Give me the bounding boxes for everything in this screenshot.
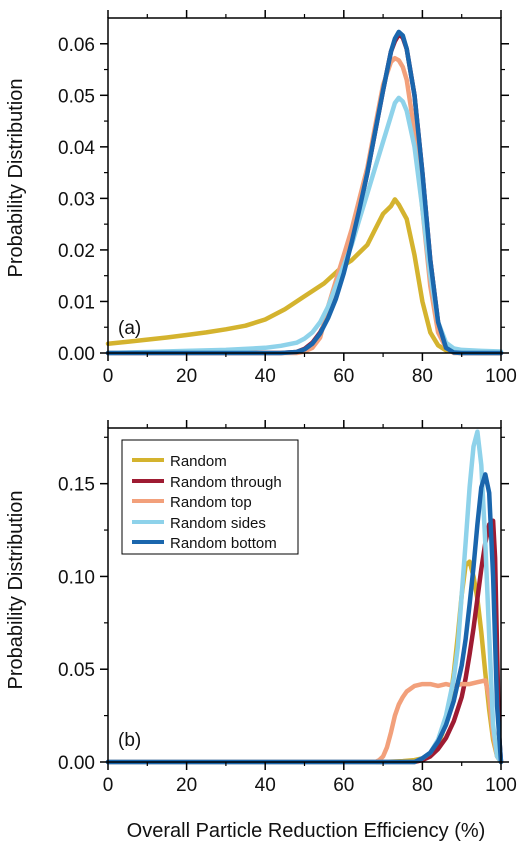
y-tick-label: 0.04 xyxy=(58,138,95,159)
panel-b-series xyxy=(105,429,504,765)
series-line-random-bottom xyxy=(105,472,504,765)
legend-label: Random through xyxy=(170,474,282,491)
series-line-random-top xyxy=(105,55,504,356)
series-line-random-through xyxy=(105,32,504,356)
panel-a-series xyxy=(105,29,504,356)
legend-item: Random bottom xyxy=(132,535,277,552)
panel-a-ticks: 0 20 40 60 80 100 0.00 0.01 0.02 0.03 0.04 0.05 0.06 xyxy=(58,10,517,387)
x-tick-label: 0 xyxy=(103,775,114,796)
x-tick-label: 40 xyxy=(255,366,276,387)
legend-item: Random top xyxy=(132,494,252,511)
series-line-random-bottom xyxy=(105,29,504,356)
legend-label: Random xyxy=(170,453,227,470)
panel-a-frame xyxy=(107,17,502,354)
legend-item: Random through xyxy=(132,474,282,491)
y-tick-label: 0.00 xyxy=(58,753,95,774)
y-tick-label: 0.01 xyxy=(58,292,95,313)
y-tick-label: 0.15 xyxy=(58,475,95,496)
y-tick-label: 0.00 xyxy=(58,344,95,365)
x-tick-label: 40 xyxy=(255,775,276,796)
y-axis-label-bottom: Probability Distribution xyxy=(5,491,27,690)
x-tick-label: 80 xyxy=(412,366,433,387)
y-axis-label-top: Probability Distribution xyxy=(5,79,27,278)
x-tick-label: 20 xyxy=(176,366,197,387)
y-tick-label: 0.03 xyxy=(58,189,95,210)
series-line-random-through xyxy=(105,518,504,765)
x-tick-label: 100 xyxy=(485,775,517,796)
x-tick-label: 80 xyxy=(412,775,433,796)
x-tick-label: 20 xyxy=(176,775,197,796)
x-axis-label: Overall Particle Reduction Efficiency (%… xyxy=(127,820,486,842)
y-tick-label: 0.02 xyxy=(58,241,95,262)
y-tick-label: 0.05 xyxy=(58,660,95,681)
panel-b-label: (b) xyxy=(118,730,141,751)
legend-label: Random sides xyxy=(170,515,266,532)
series-line-random-sides xyxy=(105,95,504,356)
x-tick-label: 60 xyxy=(333,775,354,796)
x-tick-label: 60 xyxy=(333,366,354,387)
legend-label: Random top xyxy=(170,494,252,511)
x-tick-label: 100 xyxy=(485,366,517,387)
panel-b-ticks: 0 20 40 60 80 100 0.00 0.05 0.10 0.15 xyxy=(58,420,517,796)
series-line-random xyxy=(105,197,504,356)
y-tick-label: 0.10 xyxy=(58,567,95,588)
legend-label: Random bottom xyxy=(170,535,277,552)
series-line-random-top xyxy=(105,678,504,765)
legend-item: Random sides xyxy=(132,515,266,532)
panel-b: 0 20 40 60 80 100 0.00 0.05 0.10 0.15 (b) Random … xyxy=(58,420,517,796)
y-tick-label: 0.06 xyxy=(58,35,95,56)
panel-a-label: (a) xyxy=(118,318,141,339)
panel-a: 0 20 40 60 80 100 0.00 0.01 0.02 0.03 0.04 0.05 0.06… xyxy=(58,10,517,387)
legend-item: Random xyxy=(132,453,227,470)
x-tick-label: 0 xyxy=(103,366,114,387)
legend: Random Random through Random top Random … xyxy=(121,439,299,555)
y-tick-label: 0.05 xyxy=(58,86,95,107)
